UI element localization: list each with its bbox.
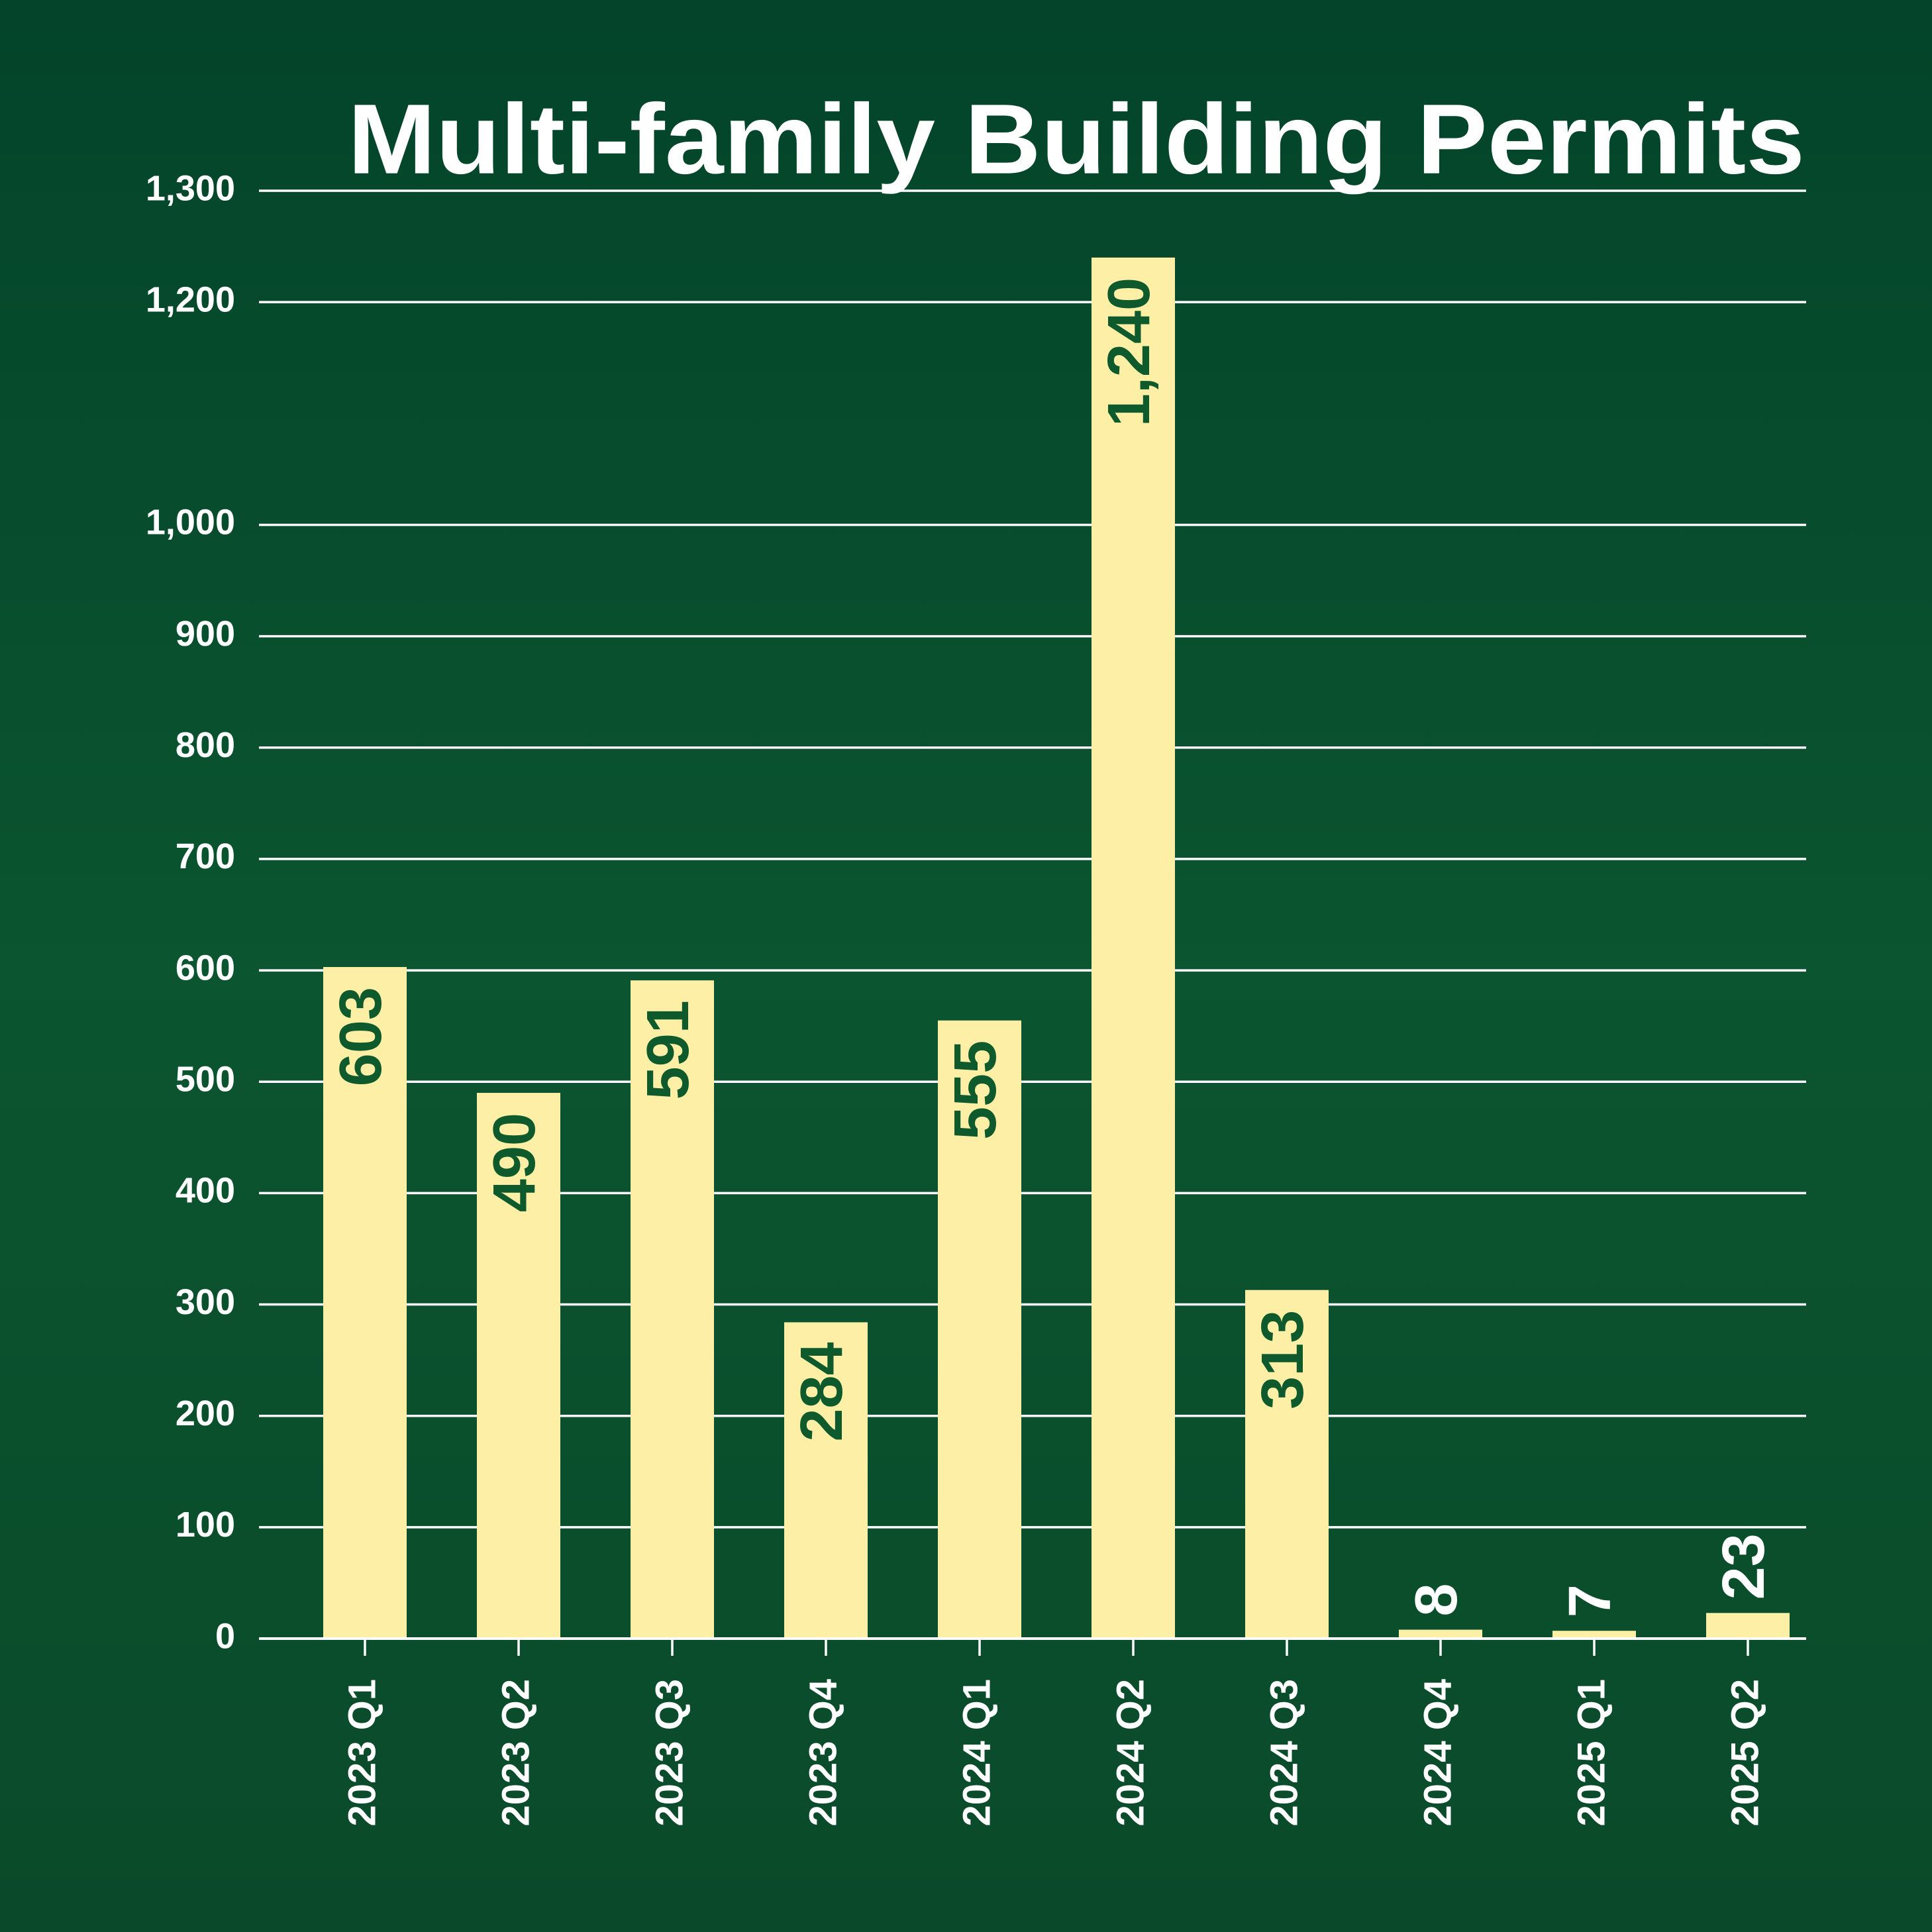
chart-title: Multi-family Building Permits xyxy=(348,83,1805,195)
value-label: 7 xyxy=(1557,1584,1623,1617)
value-label: 555 xyxy=(942,1041,1009,1140)
y-tick-label: 600 xyxy=(176,948,235,988)
y-tick-label: 700 xyxy=(176,837,235,876)
x-tick-label: 2024 Q2 xyxy=(1109,1679,1152,1827)
value-label: 490 xyxy=(482,1113,548,1212)
value-label: 8 xyxy=(1403,1583,1470,1616)
bar xyxy=(323,967,407,1639)
x-tick-label: 2024 Q1 xyxy=(955,1679,998,1827)
y-tick-label: 900 xyxy=(176,614,235,654)
x-tick-label: 2025 Q1 xyxy=(1570,1679,1613,1827)
value-label: 23 xyxy=(1711,1533,1777,1600)
y-tick-label: 100 xyxy=(176,1505,235,1545)
x-tick-label: 2023 Q4 xyxy=(801,1679,844,1827)
value-label: 603 xyxy=(328,987,394,1086)
bar xyxy=(1092,257,1175,1639)
bar xyxy=(1399,1629,1482,1639)
value-label: 313 xyxy=(1250,1310,1316,1409)
bar xyxy=(1552,1631,1636,1639)
x-tick-label: 2024 Q3 xyxy=(1262,1679,1305,1827)
y-tick-label: 300 xyxy=(176,1282,235,1322)
value-label: 591 xyxy=(635,1000,701,1099)
y-tick-label: 1,000 xyxy=(146,503,235,542)
y-tick-label: 0 xyxy=(215,1616,235,1656)
x-tick-label: 2023 Q3 xyxy=(648,1679,691,1827)
y-tick-label: 800 xyxy=(176,725,235,765)
bar xyxy=(1245,1290,1329,1639)
value-label: 284 xyxy=(789,1342,855,1441)
bar xyxy=(784,1322,868,1639)
y-tick-label: 1,200 xyxy=(146,280,235,319)
x-tick-label: 2024 Q4 xyxy=(1416,1679,1459,1827)
x-tick-label: 2025 Q2 xyxy=(1723,1679,1766,1827)
bar xyxy=(1706,1613,1790,1639)
x-tick-label: 2023 Q2 xyxy=(494,1679,537,1827)
x-tick-label: 2023 Q1 xyxy=(340,1679,383,1827)
bar xyxy=(938,1020,1021,1639)
y-tick-label: 400 xyxy=(176,1171,235,1211)
y-tick-label: 200 xyxy=(176,1394,235,1433)
bar xyxy=(631,980,714,1639)
y-tick-label: 500 xyxy=(176,1059,235,1099)
bar xyxy=(477,1093,560,1639)
value-label: 1,240 xyxy=(1096,278,1162,427)
y-tick-label: 1,300 xyxy=(146,168,235,208)
